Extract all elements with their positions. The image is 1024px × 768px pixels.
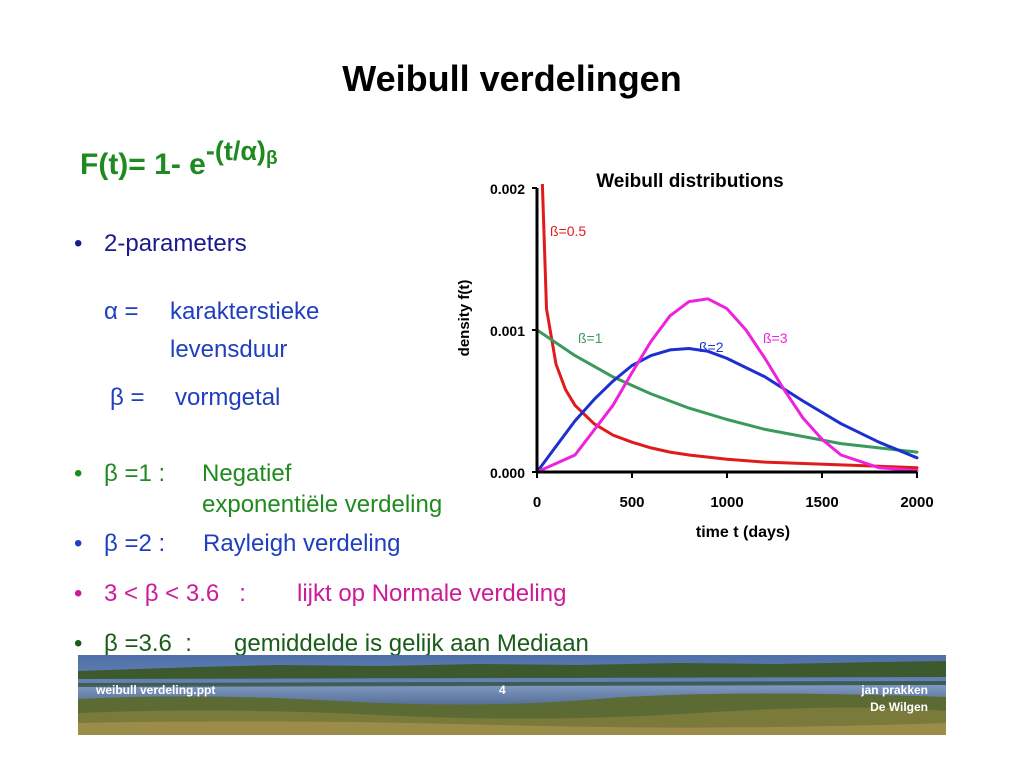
series-line-2 <box>537 347 919 472</box>
x-tick-label: 1000 <box>710 494 743 511</box>
alpha-desc-line2: levensduur <box>170 336 288 363</box>
formula-exponent: -(t/α) <box>205 136 266 166</box>
bullet-icon: • <box>74 630 83 657</box>
x-tick-label: 0 <box>533 494 541 511</box>
beta1-text-line1: Negatief <box>202 460 292 487</box>
x-tick-label: 2000 <box>900 494 933 511</box>
beta4-label: β =3.6 : <box>104 630 192 657</box>
bullet-icon: • <box>74 230 83 257</box>
bullet-beta-2: • β =2 : <box>74 530 165 558</box>
slide-title: Weibull verdelingen <box>342 58 682 99</box>
beta3-text: lijkt op Normale verdeling <box>297 580 567 607</box>
beta3-label: 3 < β < 3.6 : <box>104 580 246 607</box>
weibull-formula: F(t)= 1- e-(t/α)β <box>80 136 278 182</box>
y-tick-label: 0.001 <box>490 323 525 339</box>
bullet-icon: • <box>74 580 83 607</box>
series-label-1: ß=1 <box>578 330 603 346</box>
alpha-label: α = <box>104 298 139 325</box>
y-axis-label: density f(t) <box>456 280 473 357</box>
y-tick-label: 0.002 <box>490 181 525 197</box>
formula-base: F(t)= 1- e <box>80 148 206 181</box>
bullet-beta-4: • β =3.6 : <box>74 630 192 658</box>
x-tick-label: 500 <box>619 494 644 511</box>
y-tick-label: 0.000 <box>490 465 525 481</box>
footer-organization: De Wilgen <box>870 700 928 714</box>
footer-filename: weibull verdeling.ppt <box>96 683 216 697</box>
beta1-text-line2: exponentiële verdeling <box>202 491 443 518</box>
formula-exponent-beta: β <box>265 148 278 169</box>
bullet-icon: • <box>74 530 83 557</box>
x-axis-label: time t (days) <box>696 524 790 541</box>
bullet-parameters: • 2-parameters <box>74 230 247 258</box>
x-tick-label: 1500 <box>805 494 838 511</box>
beta2-label: β =2 : <box>104 530 166 557</box>
series-label-2: ß=2 <box>699 339 724 355</box>
bullet-beta-3: • 3 < β < 3.6 : <box>74 580 246 608</box>
weibull-chart: Weibull distributions 0.000 0.001 0.002 0 500… <box>456 171 934 541</box>
params-heading: 2-parameters <box>104 230 247 257</box>
footer-page-number: 4 <box>499 683 506 697</box>
landscape-image <box>78 655 946 735</box>
footer-author: jan prakken <box>861 683 928 697</box>
beta-label: β = <box>110 384 145 411</box>
alpha-desc-line1: karakterstieke <box>170 298 320 325</box>
bullet-beta-1: • β =1 : <box>74 460 165 488</box>
series-label-3: ß=3 <box>763 330 788 346</box>
series-label-0: ß=0.5 <box>550 223 586 239</box>
series-line-3 <box>537 297 919 472</box>
series-line-0 <box>540 184 919 470</box>
beta-desc: vormgetal <box>175 384 281 411</box>
series-line-1 <box>537 328 919 454</box>
bullet-icon: • <box>74 460 83 487</box>
footer-landscape-banner: weibull verdeling.ppt 4 jan prakken De W… <box>78 655 946 735</box>
beta4-text: gemiddelde is gelijk aan Mediaan <box>234 630 589 657</box>
chart-title: Weibull distributions <box>596 171 784 192</box>
beta1-label: β =1 : <box>104 460 166 487</box>
beta2-text: Rayleigh verdeling <box>203 530 401 557</box>
